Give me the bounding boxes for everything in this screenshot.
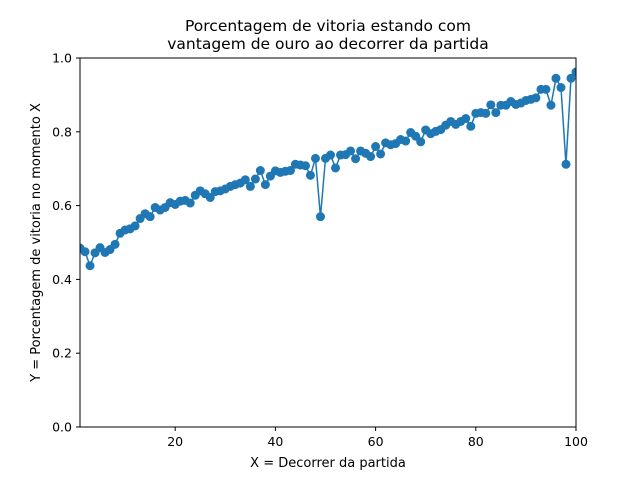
y-tick-label: 1.0 — [52, 51, 72, 66]
data-point — [551, 73, 561, 83]
y-tick-label: 0.6 — [52, 198, 72, 213]
x-axis-label: X = Decorrer da partida — [250, 456, 406, 471]
y-tick-label: 0.0 — [52, 420, 72, 435]
data-point — [486, 100, 496, 110]
x-tick-label: 80 — [468, 434, 484, 449]
data-point — [326, 150, 336, 160]
data-point — [285, 166, 295, 176]
y-axis-label: Y = Porcentagem de vitoria no momento X — [29, 103, 44, 383]
data-point — [366, 152, 376, 162]
data-point — [401, 136, 411, 146]
data-point — [566, 73, 576, 83]
data-point — [240, 175, 250, 185]
plot-area — [80, 67, 576, 271]
y-tick-label: 0.2 — [52, 346, 72, 361]
chart-title-line-1: Porcentagem de vitoria estando com — [185, 17, 471, 35]
x-axis: 20 40 60 80 100 — [167, 427, 588, 449]
data-point — [541, 84, 551, 94]
data-point — [145, 212, 155, 222]
axes-frame — [79, 57, 577, 428]
data-point — [130, 221, 140, 231]
data-point — [255, 166, 265, 176]
data-point — [531, 93, 541, 103]
data-point — [250, 174, 260, 184]
data-point — [85, 261, 95, 271]
data-point — [491, 108, 501, 118]
x-tick-label: 20 — [167, 434, 183, 449]
data-point — [466, 121, 476, 131]
data-point — [80, 247, 90, 257]
data-point — [351, 154, 361, 164]
data-point — [331, 163, 341, 173]
data-point — [260, 180, 270, 190]
x-tick-label: 60 — [368, 434, 384, 449]
data-point — [416, 137, 426, 147]
series-0 — [80, 67, 576, 271]
data-point — [481, 108, 491, 118]
x-tick-label: 40 — [267, 434, 283, 449]
data-point — [300, 161, 310, 171]
data-point — [546, 100, 556, 110]
data-point — [561, 159, 571, 169]
x-tick-label: 100 — [564, 434, 588, 449]
y-tick-label: 0.4 — [52, 272, 72, 287]
data-point — [571, 67, 576, 77]
data-point — [305, 170, 315, 180]
data-point — [461, 114, 471, 124]
data-point — [371, 142, 381, 152]
data-point — [310, 153, 320, 163]
data-point — [376, 149, 386, 159]
data-point — [185, 198, 195, 208]
data-point — [556, 83, 566, 93]
y-tick-label: 0.8 — [52, 124, 72, 139]
data-point — [245, 181, 255, 191]
data-point — [346, 146, 356, 156]
y-axis: 0.0 0.2 0.4 0.6 0.8 1.0 — [52, 51, 80, 435]
data-point — [315, 212, 325, 222]
data-point — [205, 192, 215, 202]
data-point — [110, 239, 120, 249]
chart-title-line-2: vantagem de ouro ao decorrer da partida — [167, 35, 488, 53]
